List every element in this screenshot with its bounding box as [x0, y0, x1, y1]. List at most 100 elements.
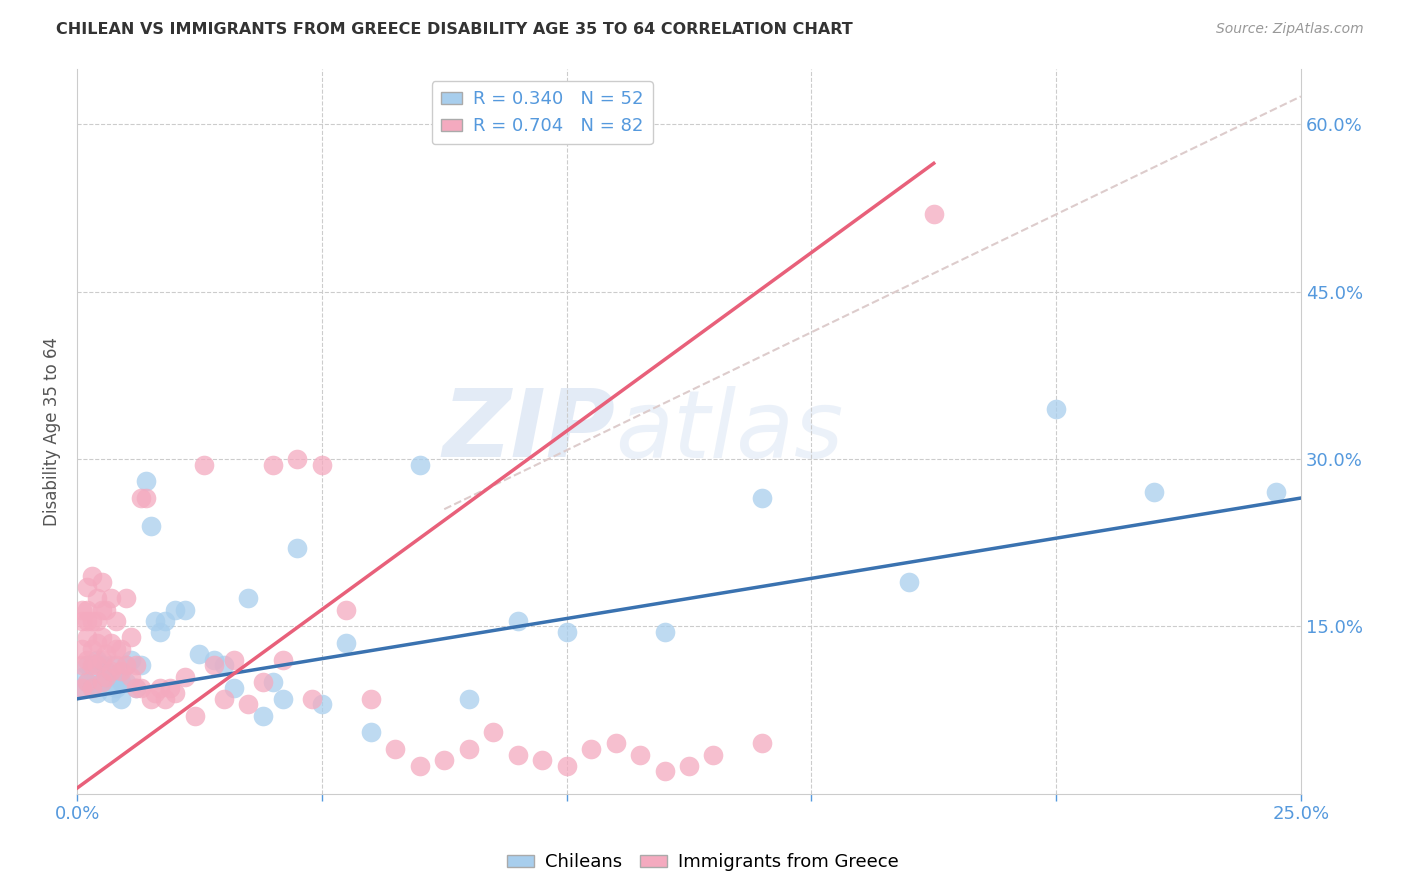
Point — [271, 653, 294, 667]
Point — [149, 624, 172, 639]
Point — [139, 519, 162, 533]
Point — [145, 686, 167, 700]
Point — [76, 631, 98, 645]
Point — [115, 675, 138, 690]
Point — [100, 636, 122, 650]
Text: CHILEAN VS IMMIGRANTS FROM GREECE DISABILITY AGE 35 TO 64 CORRELATION CHART: CHILEAN VS IMMIGRANTS FROM GREECE DISABI… — [56, 22, 853, 37]
Point — [125, 658, 148, 673]
Point — [80, 569, 103, 583]
Point — [531, 753, 554, 767]
Point — [482, 725, 505, 739]
Point — [135, 491, 157, 505]
Point — [125, 681, 148, 695]
Point — [76, 658, 98, 673]
Point — [145, 614, 167, 628]
Point — [301, 691, 323, 706]
Point — [335, 602, 357, 616]
Point — [105, 669, 128, 683]
Point — [579, 742, 602, 756]
Point — [193, 458, 215, 472]
Point — [922, 206, 945, 220]
Point — [173, 669, 195, 683]
Point — [105, 614, 128, 628]
Point — [155, 691, 177, 706]
Point — [100, 686, 122, 700]
Point — [86, 636, 108, 650]
Point — [80, 681, 103, 695]
Point — [506, 614, 529, 628]
Point — [90, 658, 112, 673]
Text: ZIP: ZIP — [443, 385, 616, 477]
Point — [120, 631, 142, 645]
Point — [115, 658, 138, 673]
Point — [96, 669, 118, 683]
Point — [702, 747, 724, 762]
Point — [100, 664, 122, 678]
Point — [262, 675, 284, 690]
Point — [222, 653, 245, 667]
Point — [433, 753, 456, 767]
Point — [70, 681, 93, 695]
Point — [96, 669, 118, 683]
Point — [76, 602, 98, 616]
Point — [105, 641, 128, 656]
Point — [70, 602, 93, 616]
Point — [135, 475, 157, 489]
Point — [457, 742, 479, 756]
Y-axis label: Disability Age 35 to 64: Disability Age 35 to 64 — [44, 336, 60, 525]
Point — [80, 614, 103, 628]
Point — [80, 681, 103, 695]
Point — [287, 541, 309, 556]
Point — [222, 681, 245, 695]
Point — [628, 747, 651, 762]
Point — [96, 647, 118, 661]
Point — [155, 614, 177, 628]
Point — [678, 759, 700, 773]
Point — [252, 675, 274, 690]
Point — [212, 691, 235, 706]
Legend: Chileans, Immigrants from Greece: Chileans, Immigrants from Greece — [501, 847, 905, 879]
Point — [76, 580, 98, 594]
Point — [80, 658, 103, 673]
Point — [654, 764, 676, 779]
Point — [1143, 485, 1166, 500]
Point — [129, 491, 152, 505]
Point — [100, 658, 122, 673]
Point — [287, 452, 309, 467]
Text: atlas: atlas — [616, 385, 844, 476]
Point — [139, 691, 162, 706]
Point — [159, 681, 181, 695]
Point — [202, 658, 225, 673]
Point — [409, 759, 432, 773]
Point — [70, 641, 93, 656]
Point — [90, 675, 112, 690]
Point — [70, 658, 93, 673]
Point — [555, 759, 578, 773]
Point — [384, 742, 406, 756]
Point — [654, 624, 676, 639]
Point — [76, 653, 98, 667]
Point — [110, 641, 132, 656]
Point — [115, 658, 138, 673]
Point — [238, 591, 260, 606]
Point — [202, 653, 225, 667]
Point — [271, 691, 294, 706]
Point — [409, 458, 432, 472]
Point — [252, 708, 274, 723]
Point — [751, 491, 773, 505]
Point — [105, 658, 128, 673]
Point — [898, 574, 921, 589]
Point — [335, 636, 357, 650]
Point — [70, 614, 93, 628]
Point — [311, 458, 333, 472]
Point — [110, 664, 132, 678]
Point — [188, 647, 211, 661]
Point — [129, 681, 152, 695]
Point — [70, 669, 93, 683]
Point — [90, 653, 112, 667]
Point — [125, 681, 148, 695]
Point — [90, 602, 112, 616]
Point — [90, 631, 112, 645]
Point — [76, 675, 98, 690]
Point — [86, 614, 108, 628]
